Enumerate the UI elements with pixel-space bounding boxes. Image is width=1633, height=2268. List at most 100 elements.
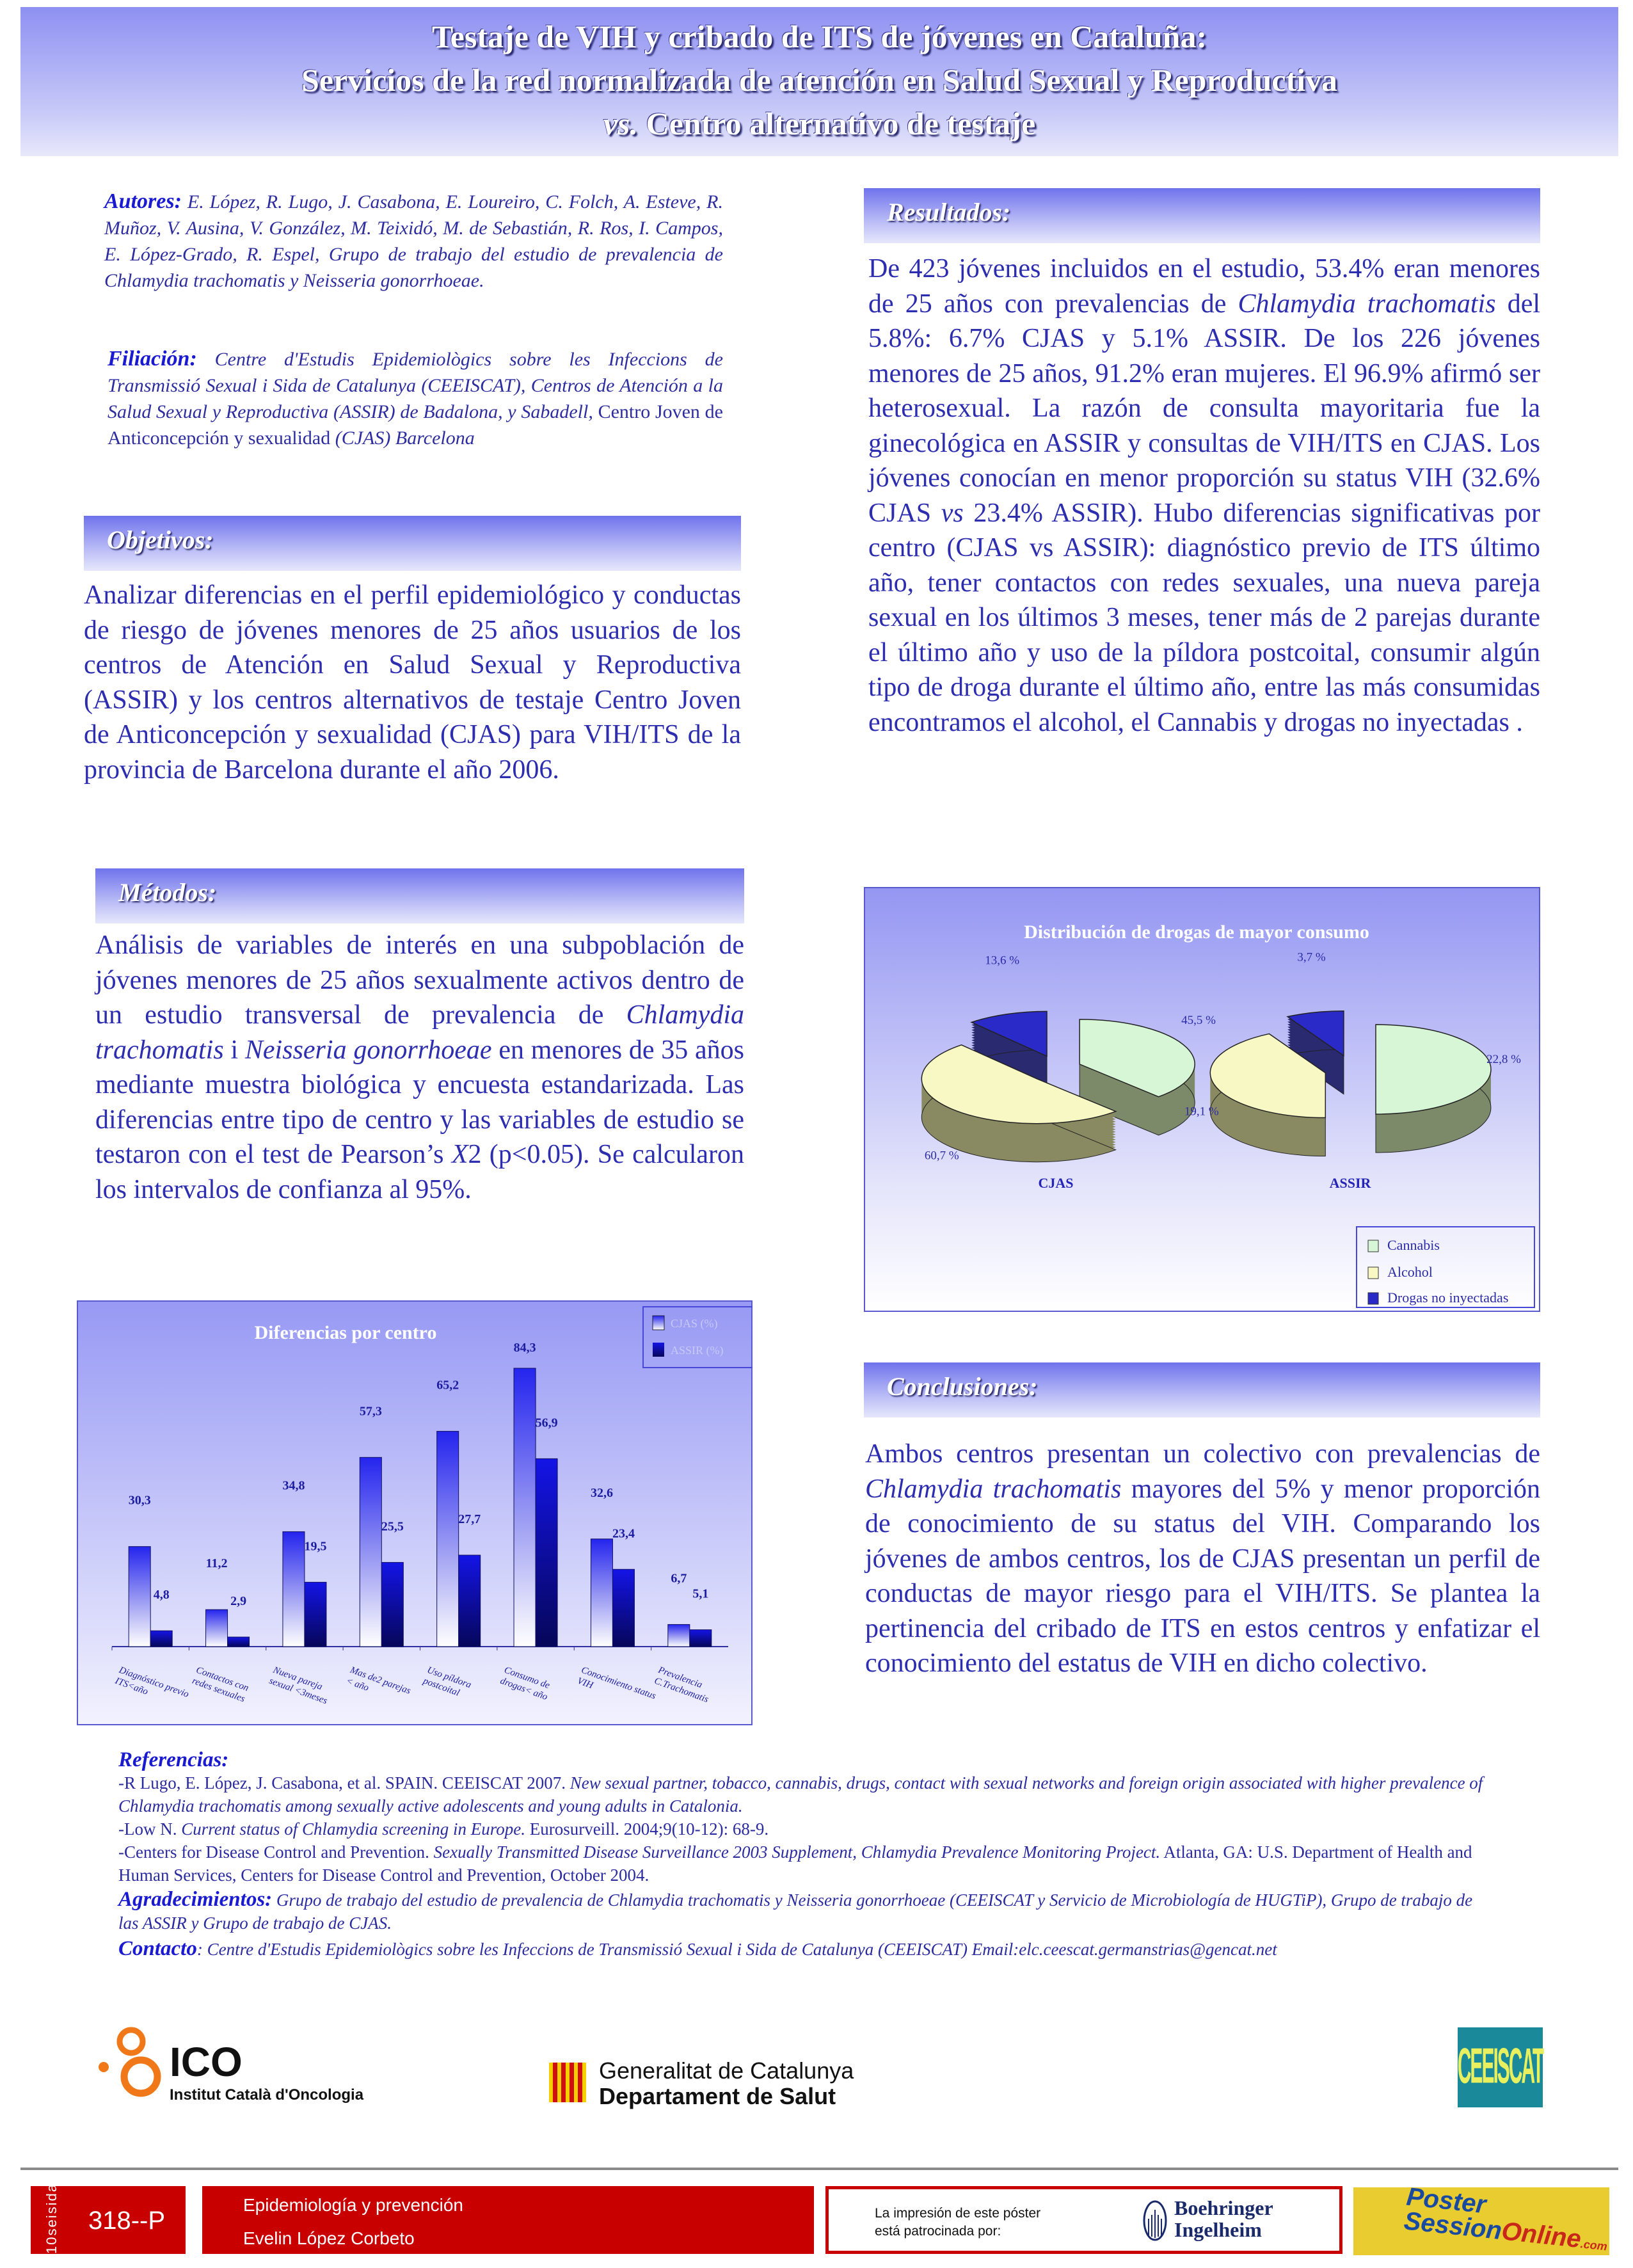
pie-value-label: 45,5 % (1181, 1014, 1216, 1027)
pso-logo-text: Poster SessionOnline.com (1403, 2183, 1612, 2259)
ico-logo-mark (99, 2027, 161, 2097)
italic-term: Neisseria gonorrhoeae (244, 1035, 492, 1065)
text-segment: De 423 jóvenes incluidos en el estudio, … (868, 254, 1540, 319)
bar-assir (612, 1569, 635, 1647)
ref3-source: Atlanta, GA: U.S. Department of Health a… (118, 1842, 1472, 1885)
pie-value-label: 13,6 % (985, 954, 1019, 967)
ref1-title: New sexual partner, tobacco, cannabis, d… (118, 1773, 1483, 1816)
pie-value-label: 3,7 % (1297, 950, 1326, 964)
metodos-text: Análisis de variables de interés en una … (95, 928, 744, 1207)
affiliation-block: Filiación: Centre d'Estudis Epidemiològi… (108, 346, 723, 451)
postersessiononline-logo[interactable]: Poster SessionOnline.com (1353, 2183, 1609, 2255)
pie-legend: Cannabis Alcohol Drogas no inyectadas (1356, 1226, 1535, 1308)
bar-chart-diferencias: Diferencias por centro CJAS (%) ASSIR (%… (77, 1300, 753, 1725)
text-segment: mayores del 5% y menor proporción de con… (865, 1474, 1540, 1679)
pie-chart-drogas: Distribución de drogas de mayor consumo … (864, 887, 1540, 1312)
pie-title: Distribución de drogas de mayor consumo (1024, 922, 1369, 943)
ref2-authors: -Low N. (118, 1819, 182, 1839)
bar-value-label: 56,9 (536, 1416, 558, 1430)
legend-box (642, 1306, 753, 1368)
ico-logo-text: ICO (170, 2039, 243, 2085)
bar-assir (150, 1630, 173, 1647)
bar-assir (227, 1636, 250, 1647)
bar-value-label: 2,9 (230, 1594, 246, 1608)
pie-slice-cannabis (1375, 1024, 1492, 1115)
pie-value-label: 22,8 % (1486, 1053, 1521, 1066)
sponsor-text-2: está patrocinada por: (875, 2224, 1001, 2239)
bar-value-label: 5,1 (692, 1587, 708, 1601)
ico-logo-subtitle: Institut Català d'Oncologia (170, 2086, 364, 2104)
title-line-2: Servicios de la red normalizada de atenc… (301, 62, 1338, 98)
resultados-header: Resultados: (864, 188, 1540, 243)
bar-cjas (359, 1457, 382, 1647)
text-segment: i (223, 1035, 245, 1065)
bar-assir (304, 1581, 327, 1647)
chart-legend: CJAS (%) ASSIR (%) (642, 1306, 753, 1368)
boehringer-icon (1143, 2200, 1167, 2241)
bar-cjas (590, 1538, 613, 1647)
generalitat-name: Generalitat de Catalunya (599, 2057, 854, 2084)
departament-name: Departament de Salut (599, 2083, 836, 2109)
pie-value-label: 19,1 % (1184, 1105, 1219, 1119)
objetivos-title: Objetivos: (107, 525, 214, 554)
bar-cjas (205, 1609, 228, 1647)
bar-assir (381, 1561, 404, 1647)
title-line-1: Testaje de VIH y cribado de ITS de jóven… (431, 19, 1207, 54)
legend-label-alcohol: Alcohol (1387, 1264, 1433, 1280)
sponsor-text: La impresión de este póster está patrocin… (875, 2205, 1040, 2240)
text-segment: en menores de 35 años mediante muestra b… (95, 1035, 745, 1170)
bar-value-label: 6,7 (671, 1571, 687, 1585)
bar-assir (535, 1458, 558, 1647)
conclusiones-text: Ambos centros presentan un colectivo con… (865, 1437, 1540, 1681)
italic-term: vs (941, 498, 964, 528)
affiliation-cjas: Centro Joven de Anticoncepción y sexuali… (108, 401, 723, 449)
generalitat-flag-icon (549, 2063, 586, 2102)
generalitat-logo: Generalitat de Catalunya Departament de … (549, 2057, 869, 2109)
reference-1: -R Lugo, E. López, J. Casabona, et al. S… (118, 1771, 1488, 1817)
affiliation-text: Centre d'Estudis Epidemiològics sobre le… (108, 349, 723, 422)
ceeiscat-logo: CEEISCAT (1457, 2027, 1544, 2107)
pie-slice-alcohol (1209, 1033, 1326, 1119)
legend-label-cjas: CJAS (%) (671, 1317, 718, 1330)
pie-slice-drogas-no-inyectadas (1286, 1010, 1344, 1057)
bar-value-label: 27,7 (458, 1512, 481, 1526)
bar-value-label: 57,3 (360, 1404, 382, 1418)
title-line-3-text: Centro alternativo de testaje (638, 106, 1036, 141)
italic-term: Chlamydia trachomatis (95, 1000, 744, 1065)
bar-cjas (436, 1431, 459, 1647)
legend-label-assir: ASSIR (%) (671, 1344, 724, 1357)
ceeiscat-logo-text: CEEISCAT (1457, 2039, 1544, 2095)
bar-assir (689, 1629, 712, 1647)
ref3-authors: -Centers for Disease Control and Prevent… (118, 1842, 434, 1862)
legend-swatch-cjas (652, 1315, 665, 1330)
poster-id: 318--P (88, 2207, 166, 2235)
pie-slice-outline (921, 1083, 1117, 1163)
authors-label: Autores: (104, 189, 182, 213)
legend-swatch-alcohol (1367, 1266, 1379, 1279)
legend-label-drogas: Drogas no inyectadas (1387, 1290, 1508, 1306)
footer-divider (20, 2168, 1618, 2170)
title-banner: Testaje de VIH y cribado de ITS de jóven… (20, 7, 1618, 156)
text-segment: 2 (p<0.05). Se calcularon los intervalos… (95, 1140, 744, 1204)
ico-logo: ICO Institut Català d'Oncologia (96, 2022, 365, 2105)
pie-name-label: CJAS (1038, 1175, 1073, 1191)
pie-legend-box (1356, 1226, 1535, 1308)
resultados-text: De 423 jóvenes incluidos en el estudio, … (868, 252, 1540, 740)
legend-swatch-drogas (1367, 1292, 1379, 1305)
contact-label: Contacto (118, 1937, 197, 1960)
bar-cjas (667, 1624, 690, 1647)
reference-3: -Centers for Disease Control and Prevent… (118, 1841, 1488, 1887)
bar-value-label: 34,8 (282, 1478, 305, 1492)
text-segment: 23.4% ASSIR). Hubo diferencias significa… (868, 498, 1540, 737)
ack-text: Grupo de trabajo del estudio de prevalen… (118, 1890, 1473, 1933)
bar-value-label: 11,2 (206, 1556, 228, 1570)
bar-cjas (282, 1531, 305, 1647)
ref2-title: Current status of Chlamydia screening in… (181, 1819, 525, 1839)
bar-value-label: 25,5 (381, 1519, 404, 1533)
bar-value-label: 30,3 (129, 1494, 151, 1508)
bar-value-label: 4,8 (154, 1588, 170, 1602)
pie-value-label: 60,7 % (925, 1149, 959, 1163)
italic-term: Chlamydia trachomatis (1238, 289, 1496, 319)
pie-name-label: ASSIR (1330, 1175, 1372, 1191)
contact: Contacto: Centre d'Estudis Epidemiològic… (118, 1937, 1488, 1961)
